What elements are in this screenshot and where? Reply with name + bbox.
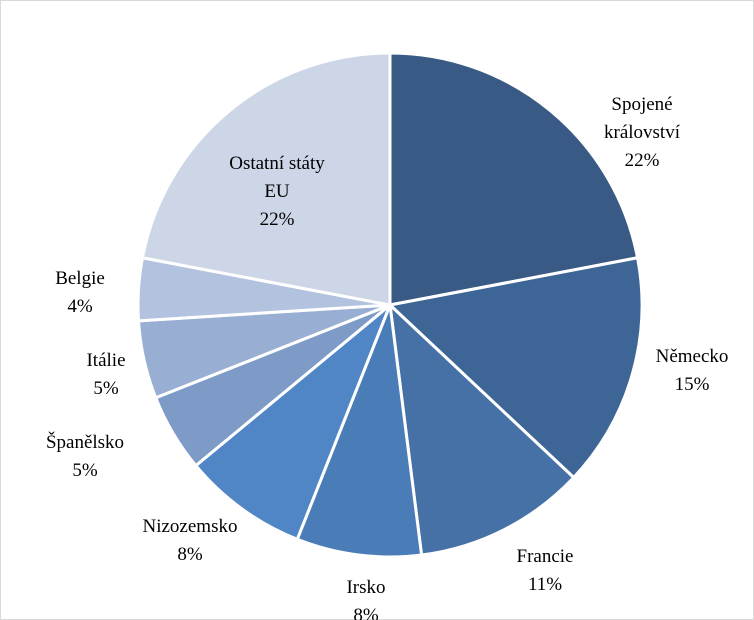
data-label-belgie: Belgie 4% — [55, 268, 105, 317]
pie-slice-irsko — [295, 303, 424, 559]
pie-slice-francie — [388, 303, 576, 557]
pie-slice-ostatni-staty-eu — [140, 51, 392, 307]
data-label-nemecko: Německo 15% — [656, 346, 729, 395]
data-label-francie: Francie 11% — [517, 546, 574, 595]
pie-slice-nemecko — [388, 256, 644, 480]
pie-slice-spojene-kralovstvi — [388, 51, 640, 307]
data-label-ostatni-staty-eu: Ostatní státy EU 22% — [229, 153, 325, 230]
data-label-spojene-kralovstvi: Spojené království 22% — [604, 94, 681, 171]
data-label-nizozemsko: Nizozemsko 8% — [143, 516, 238, 565]
data-label-spanelsko: Španělsko 5% — [46, 431, 124, 481]
pie-slice-nizozemsko — [194, 303, 392, 541]
pie-slices — [136, 51, 644, 559]
pie-labels: Spojené království 22% Německo 15% Francie 11%… — [46, 94, 728, 620]
data-label-italie: Itálie 5% — [86, 350, 125, 399]
data-label-irsko: Irsko 8% — [346, 577, 385, 620]
